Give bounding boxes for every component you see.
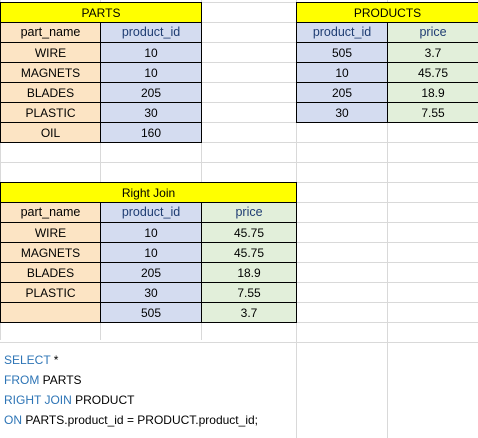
right-join-header-product_id[interactable]: product_id <box>100 202 202 223</box>
sql-text: PARTS.product_id = PRODUCT.product_id; <box>22 413 258 427</box>
products-cell[interactable]: 10 <box>296 62 388 83</box>
right-join-cell[interactable]: PLASTIC <box>0 282 101 303</box>
parts-header-product_id[interactable]: product_id <box>100 22 202 43</box>
right-join-cell[interactable]: 7.55 <box>201 282 297 303</box>
parts-cell[interactable]: 10 <box>100 62 202 83</box>
products-cell[interactable]: 45.75 <box>387 62 478 83</box>
sql-text: PRODUCT <box>71 393 135 407</box>
parts-cell[interactable]: 10 <box>100 42 202 63</box>
right-join-header-part_name[interactable]: part_name <box>0 202 101 223</box>
sql-keyword: ON <box>4 413 22 427</box>
right-join-cell[interactable]: BLADES <box>0 262 101 283</box>
sql-line-right-join: RIGHT JOIN PRODUCT <box>4 390 258 410</box>
products-table-title[interactable]: PRODUCTS <box>296 2 478 23</box>
right-join-cell[interactable]: 505 <box>100 302 202 323</box>
parts-table-title[interactable]: PARTS <box>0 2 202 23</box>
sql-query-text: SELECT * FROM PARTS RIGHT JOIN PRODUCT O… <box>4 350 258 430</box>
products-cell[interactable]: 505 <box>296 42 388 63</box>
products-header-price[interactable]: price <box>387 22 478 43</box>
products-cell[interactable]: 30 <box>296 102 388 123</box>
parts-cell[interactable]: PLASTIC <box>0 102 101 123</box>
right-join-cell[interactable] <box>0 302 101 323</box>
products-header-product_id[interactable]: product_id <box>296 22 388 43</box>
sql-line-select: SELECT * <box>4 350 258 370</box>
parts-cell[interactable]: 205 <box>100 82 202 103</box>
right-join-cell[interactable]: 205 <box>100 262 202 283</box>
sql-text: PARTS <box>39 373 82 387</box>
parts-cell[interactable]: OIL <box>0 122 101 143</box>
products-cell[interactable]: 18.9 <box>387 82 478 103</box>
right-join-cell[interactable]: WIRE <box>0 222 101 243</box>
right-join-cell[interactable]: 10 <box>100 242 202 263</box>
right-join-cell[interactable]: 18.9 <box>201 262 297 283</box>
right-join-table-title[interactable]: Right Join <box>0 182 297 203</box>
parts-cell[interactable]: 160 <box>100 122 202 143</box>
products-cell[interactable]: 205 <box>296 82 388 103</box>
sql-keyword: FROM <box>4 373 40 387</box>
right-join-cell[interactable]: 45.75 <box>201 222 297 243</box>
right-join-cell[interactable]: MAGNETS <box>0 242 101 263</box>
sql-text: * <box>50 353 59 367</box>
right-join-cell[interactable]: 30 <box>100 282 202 303</box>
products-cell[interactable]: 3.7 <box>387 42 478 63</box>
sql-line-on: ON PARTS.product_id = PRODUCT.product_id… <box>4 410 258 430</box>
parts-cell[interactable]: WIRE <box>0 42 101 63</box>
parts-cell[interactable]: 30 <box>100 102 202 123</box>
sql-line-from: FROM PARTS <box>4 370 258 390</box>
parts-cell[interactable]: BLADES <box>0 82 101 103</box>
right-join-header-price[interactable]: price <box>201 202 297 223</box>
right-join-cell[interactable]: 10 <box>100 222 202 243</box>
sql-keyword: RIGHT JOIN <box>4 393 72 407</box>
sql-keyword: SELECT <box>4 353 51 367</box>
right-join-cell[interactable]: 45.75 <box>201 242 297 263</box>
right-join-cell[interactable]: 3.7 <box>201 302 297 323</box>
products-cell[interactable]: 7.55 <box>387 102 478 123</box>
parts-header-part_name[interactable]: part_name <box>0 22 101 43</box>
parts-cell[interactable]: MAGNETS <box>0 62 101 83</box>
